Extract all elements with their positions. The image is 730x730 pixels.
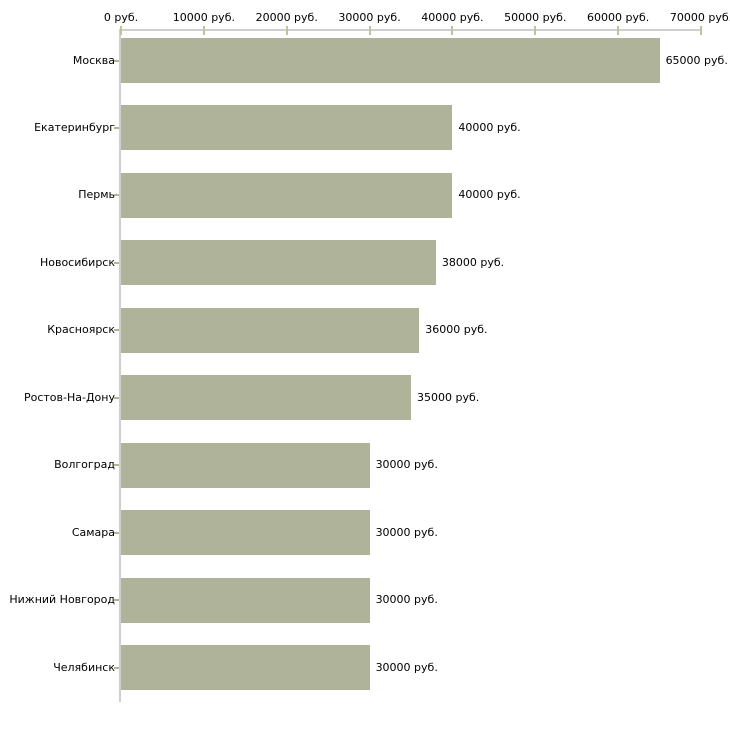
x-axis-tick-label: 30000 руб. [338, 11, 401, 24]
y-axis-category-label: Москва [72, 53, 115, 67]
bar-value-label: 30000 руб. [375, 593, 438, 607]
y-axis-category-label: Новосибирск [39, 255, 115, 269]
y-axis-category-label: Самара [71, 525, 115, 539]
x-axis-tick-label: 0 руб. [103, 11, 139, 24]
x-axis-tick-label: 40000 руб. [421, 11, 484, 24]
y-axis-tick [114, 464, 119, 467]
bar-value-label: 40000 руб. [458, 188, 521, 202]
x-axis-tick-label: 20000 руб. [255, 11, 318, 24]
y-axis-tick [114, 666, 119, 669]
bar [121, 442, 370, 488]
y-axis-tick [114, 126, 119, 129]
y-axis-tick [114, 261, 119, 264]
bar [121, 577, 370, 623]
y-axis-category-label: Пермь [78, 188, 115, 202]
bar [121, 38, 660, 83]
bar-value-label: 38000 руб. [441, 255, 505, 269]
x-axis-tick [368, 26, 371, 35]
y-axis-category-label: Ростов-На-Дону [23, 390, 115, 404]
x-axis-tick [451, 26, 454, 35]
y-axis-category-label: Нижний Новгород [9, 593, 115, 607]
x-axis-tick-label: 10000 руб. [172, 11, 235, 24]
y-axis-tick [114, 396, 119, 399]
bar [121, 307, 420, 353]
y-axis-tick [114, 531, 119, 534]
bar [121, 240, 436, 286]
y-axis-line [119, 30, 121, 702]
y-axis-category-label: Челябинск [53, 660, 115, 674]
bar-value-label: 30000 руб. [375, 660, 438, 674]
bar [121, 645, 370, 691]
x-axis-tick [285, 26, 288, 35]
x-axis-tick-label: 60000 руб. [587, 11, 650, 24]
x-axis-tick [534, 26, 537, 35]
x-axis-tick [617, 26, 620, 35]
bar-value-label: 35000 руб. [417, 390, 480, 404]
y-axis-category-label: Екатеринбург [34, 120, 115, 134]
bar-value-label: 30000 руб. [375, 458, 438, 472]
bar-value-label: 65000 руб. [665, 53, 728, 67]
y-axis-tick [114, 59, 119, 62]
y-axis-tick [114, 329, 119, 332]
x-axis-tick [120, 26, 122, 35]
bar [121, 510, 370, 556]
x-axis-tick-label: 70000 руб. [669, 11, 730, 24]
x-axis-line [119, 29, 701, 31]
y-axis-tick [114, 194, 119, 197]
y-axis-category-label: Красноярск [47, 323, 115, 337]
bar [121, 172, 453, 218]
y-axis-tick [114, 599, 119, 602]
bar [121, 105, 453, 151]
bar-value-label: 40000 руб. [458, 120, 521, 134]
bar [121, 375, 411, 421]
bar-value-label: 30000 руб. [375, 525, 438, 539]
bar-value-label: 36000 руб. [425, 323, 488, 337]
x-axis-tick [700, 26, 702, 35]
x-axis-tick [202, 26, 205, 35]
x-axis-tick-label: 50000 руб. [504, 11, 567, 24]
y-axis-category-label: Волгоград [54, 458, 115, 472]
